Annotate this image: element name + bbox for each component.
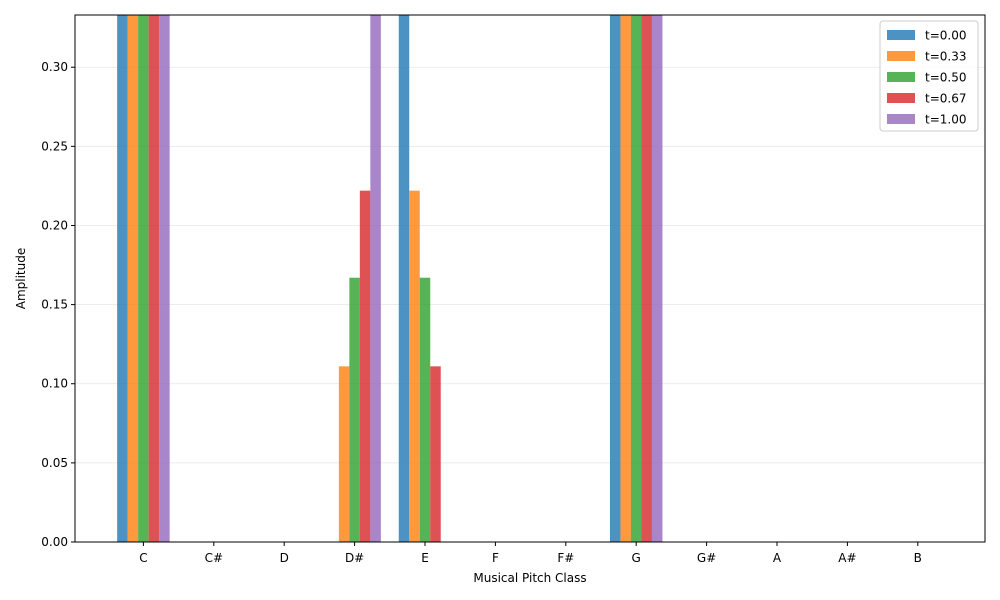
legend-swatch — [887, 93, 915, 103]
y-tick-label: 0.25 — [41, 139, 68, 153]
x-tick-label: E — [421, 551, 429, 565]
plot-frame — [74, 14, 986, 543]
bar — [127, 15, 139, 542]
legend-label: t=0.50 — [925, 71, 966, 85]
bar — [398, 15, 410, 542]
x-tick-label: D — [280, 551, 289, 565]
bar — [349, 277, 360, 542]
bar — [609, 15, 621, 542]
y-tick-label: 0.10 — [41, 377, 68, 391]
y-tick-label: 0.30 — [41, 60, 68, 74]
bar — [117, 15, 128, 542]
x-tick-label: F — [492, 551, 499, 565]
bar — [338, 366, 350, 542]
x-axis: C C# D D# E F F# G G# A A# B — [139, 542, 922, 565]
bar — [409, 190, 420, 542]
grid — [75, 66, 985, 543]
bar — [148, 15, 160, 542]
x-tick-label: G — [632, 551, 641, 565]
bar — [159, 15, 170, 542]
y-tick-label: 0.20 — [41, 218, 68, 232]
legend-swatch — [887, 114, 915, 124]
bars — [117, 15, 663, 542]
y-axis: 0.00 0.05 0.10 0.15 0.20 0.25 0.30 — [41, 60, 75, 549]
bar — [138, 15, 149, 542]
bar — [630, 15, 642, 542]
bar — [651, 15, 663, 542]
legend-label: t=0.00 — [925, 29, 966, 43]
x-tick-label: G# — [697, 551, 716, 565]
bar — [419, 277, 431, 542]
bar — [620, 15, 631, 542]
bar — [430, 366, 441, 542]
y-tick-label: 0.00 — [41, 535, 68, 549]
x-tick-label: A# — [838, 551, 856, 565]
legend-swatch — [887, 30, 915, 40]
x-tick-label: D# — [345, 551, 364, 565]
x-tick-label: C# — [205, 551, 223, 565]
x-axis-label: Musical Pitch Class — [473, 571, 586, 585]
bar — [641, 15, 652, 542]
y-tick-label: 0.05 — [41, 456, 68, 470]
legend-box — [879, 20, 979, 132]
legend-label: t=0.33 — [925, 50, 966, 64]
legend-swatch — [887, 51, 915, 61]
x-tick-label: C — [139, 551, 147, 565]
bar — [359, 190, 371, 542]
legend-label: t=0.67 — [925, 92, 966, 106]
x-tick-label: A — [773, 551, 782, 565]
y-tick-label: 0.15 — [41, 298, 68, 312]
x-tick-label: F# — [557, 551, 574, 565]
legend-label: t=1.00 — [925, 113, 966, 127]
bar — [370, 15, 381, 542]
x-tick-label: B — [914, 551, 922, 565]
legend-swatch — [887, 72, 915, 82]
y-axis-label: Amplitude — [14, 248, 28, 310]
legend: t=0.00 t=0.33 t=0.50 t=0.67 t=1.00 — [879, 20, 979, 132]
